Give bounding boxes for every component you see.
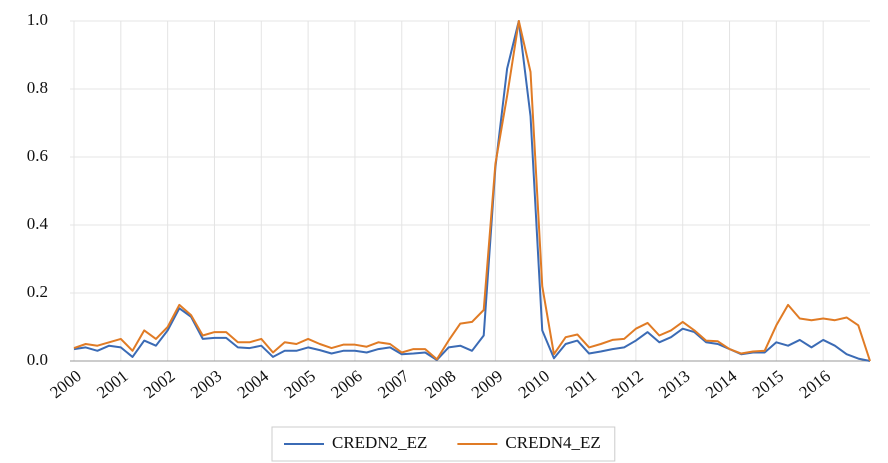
x-tick-label: 2006 [327, 366, 365, 402]
x-tick-label: 2005 [280, 366, 318, 402]
legend: CREDN2_EZ CREDN4_EZ [271, 426, 616, 462]
x-tick-label: 2012 [608, 366, 646, 402]
legend-label: CREDN2_EZ [332, 433, 427, 452]
x-tick-label: 2011 [562, 366, 600, 402]
x-tick-label: 2000 [46, 366, 84, 402]
y-tick-label: 0.6 [27, 146, 48, 165]
legend-label: CREDN4_EZ [505, 433, 600, 452]
x-tick-label: 2003 [187, 366, 225, 402]
x-tick-label: 2010 [515, 366, 553, 402]
x-tick-label: 2002 [140, 366, 178, 402]
x-tick-label: 2014 [702, 366, 741, 402]
y-tick-label: 0.8 [27, 78, 48, 97]
y-tick-label: 0.4 [27, 214, 49, 233]
x-tick-label: 2013 [655, 366, 693, 402]
x-tick-label: 2015 [749, 366, 787, 402]
x-tick-label: 2007 [374, 366, 413, 402]
x-tick-label: 2009 [468, 366, 506, 402]
x-tick-label: 2008 [421, 366, 459, 402]
y-tick-label: 1.0 [27, 10, 48, 29]
legend-box [271, 426, 616, 462]
x-tick-label: 2016 [796, 366, 834, 402]
y-tick-label: 0.0 [27, 350, 48, 369]
series-line [73, 20, 871, 362]
x-tick-label: 2001 [93, 366, 131, 402]
x-tick-label: 2004 [234, 366, 273, 402]
y-tick-label: 0.2 [27, 282, 48, 301]
series-line [73, 20, 871, 362]
